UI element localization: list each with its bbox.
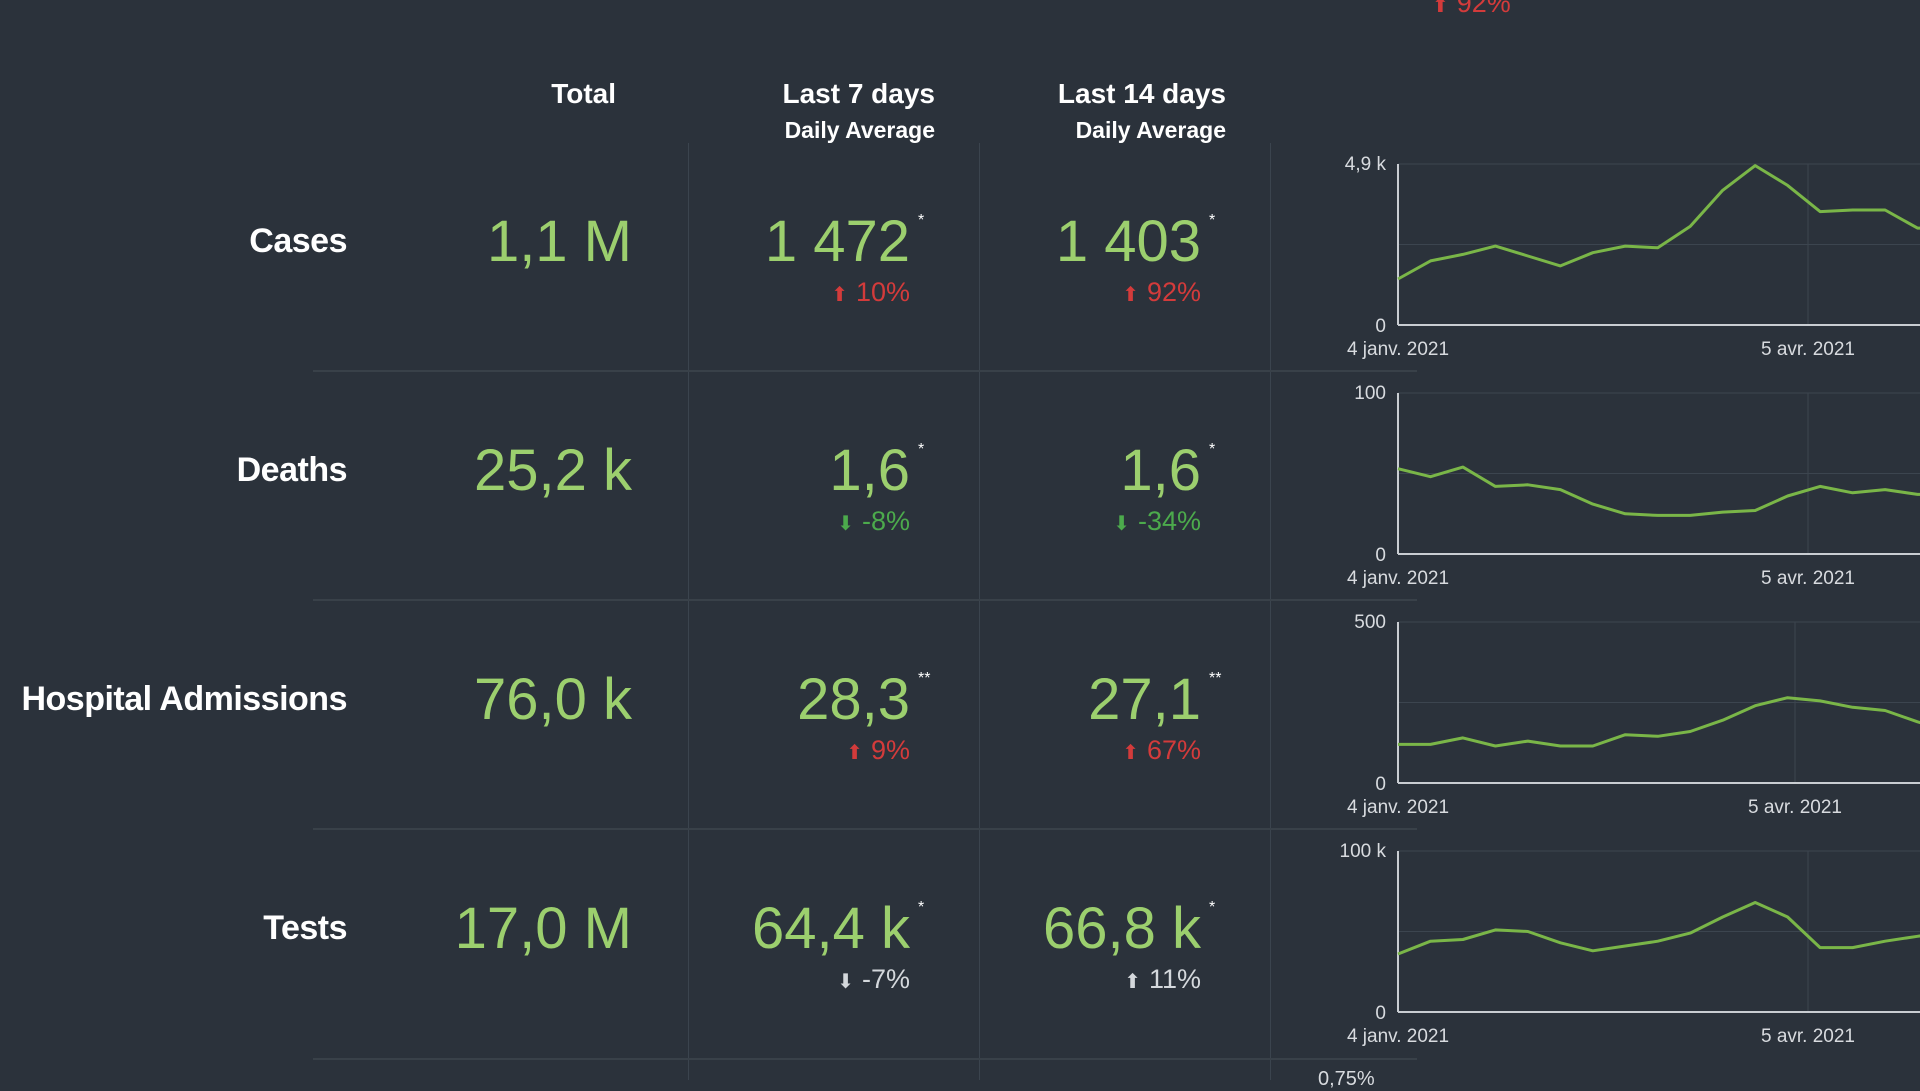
row-divider	[313, 1058, 1417, 1060]
arrow-down-icon: ⬇	[837, 513, 854, 535]
footnote-mark: **	[1209, 670, 1222, 687]
cases-trend-chart: 4,9 k 04 janv. 2021 5 avr. 2021	[1345, 154, 1920, 360]
x-tick-label-start: 4 janv. 2021	[1347, 1026, 1449, 1047]
last14-value: 27,1	[1088, 667, 1201, 732]
arrow-up-icon: ⬆	[831, 284, 848, 306]
row-label: Cases	[249, 222, 347, 260]
footnote-mark: *	[1209, 212, 1216, 229]
hospital-admissions-trend-chart: 500 04 janv. 2021 5 avr. 2021	[1347, 612, 1920, 818]
y-tick-label-bottom: 0	[1375, 774, 1386, 795]
last7-change: ⬆ 9%	[846, 735, 910, 765]
x-tick-label-mid: 5 avr. 2021	[1761, 1026, 1855, 1047]
header-last-14-subtitle: Daily Average	[1075, 117, 1226, 143]
footnote-mark: *	[1209, 441, 1216, 458]
y-tick-label-bottom: 0	[1375, 1003, 1386, 1024]
last14-value: 1,6	[1120, 438, 1201, 503]
last7-change: ⬆ 10%	[831, 277, 910, 307]
arrow-up-icon: ⬆	[1432, 0, 1449, 17]
x-tick-label-mid: 5 avr. 2021	[1761, 339, 1855, 360]
footnote-mark: *	[918, 441, 925, 458]
row-label: Hospital Admissions	[21, 680, 347, 718]
series-line	[1397, 901, 1920, 956]
footnote-mark: *	[918, 212, 925, 229]
y-tick-label-top: 100 k	[1340, 841, 1387, 862]
row-divider	[313, 599, 1417, 601]
header-last-7-subtitle: Daily Average	[784, 117, 935, 143]
footnote-mark: *	[1209, 899, 1216, 916]
series-line	[1397, 465, 1920, 517]
last14-value: 1 403	[1055, 209, 1201, 274]
y-tick-label-top: 100	[1354, 383, 1386, 404]
x-tick-label-mid: 5 avr. 2021	[1748, 797, 1842, 818]
header-last-14-days: Last 14 days	[1057, 78, 1226, 109]
column-divider	[979, 143, 980, 1080]
y-tick-label-bottom: 0	[1375, 316, 1386, 337]
total-value: 76,0 k	[474, 667, 632, 732]
arrow-down-icon: ⬇	[837, 971, 854, 993]
arrow-up-icon: ⬆	[846, 742, 863, 764]
last7-value: 28,3	[797, 667, 910, 732]
partial-top-change: ⬆ 92%	[1432, 0, 1511, 19]
header-total: Total	[551, 78, 616, 109]
column-divider	[688, 143, 689, 1080]
row-divider	[313, 828, 1417, 830]
last14-change: ⬆ 67%	[1122, 735, 1201, 765]
series-line	[1397, 164, 1920, 281]
series-line	[1398, 696, 1920, 748]
row-divider	[313, 370, 1417, 372]
y-tick-label-top: 500	[1354, 612, 1386, 633]
arrow-down-icon: ⬇	[1113, 513, 1130, 535]
last7-value: 1 472	[764, 209, 910, 274]
total-value: 17,0 M	[454, 896, 632, 961]
footnote-mark: *	[918, 899, 925, 916]
last7-value: 1,6	[829, 438, 910, 503]
footnote-mark: **	[918, 670, 931, 687]
header-last-7-days: Last 7 days	[782, 78, 935, 109]
last14-value: 66,8 k	[1043, 896, 1201, 961]
arrow-up-icon: ⬆	[1122, 742, 1139, 764]
last14-change: ⬆ 11%	[1124, 964, 1201, 994]
last14-change: ⬇ -34%	[1113, 506, 1201, 536]
last7-change: ⬇ -7%	[837, 964, 910, 994]
deaths-trend-chart: 100 04 janv. 2021 5 avr. 2021	[1347, 383, 1920, 589]
arrow-up-icon: ⬆	[1122, 284, 1139, 306]
x-tick-label-start: 4 janv. 2021	[1347, 339, 1449, 360]
total-value: 1,1 M	[486, 209, 632, 274]
total-value: 25,2 k	[474, 438, 632, 503]
arrow-up-icon: ⬆	[1124, 971, 1141, 993]
x-tick-label-start: 4 janv. 2021	[1347, 797, 1449, 818]
y-tick-label-bottom: 0	[1375, 545, 1386, 566]
y-tick-label-top: 4,9 k	[1345, 154, 1387, 175]
x-tick-label-mid: 5 avr. 2021	[1761, 568, 1855, 589]
tests-trend-chart: 100 k 04 janv. 2021 5 avr. 2021	[1340, 841, 1920, 1047]
last7-change: ⬇ -8%	[837, 506, 910, 536]
x-tick-label-start: 4 janv. 2021	[1347, 568, 1449, 589]
last7-value: 64,4 k	[752, 896, 910, 961]
column-divider	[1270, 143, 1271, 1080]
row-label: Deaths	[236, 451, 348, 489]
row-label: Tests	[263, 909, 347, 947]
last14-change: ⬆ 92%	[1122, 277, 1201, 307]
